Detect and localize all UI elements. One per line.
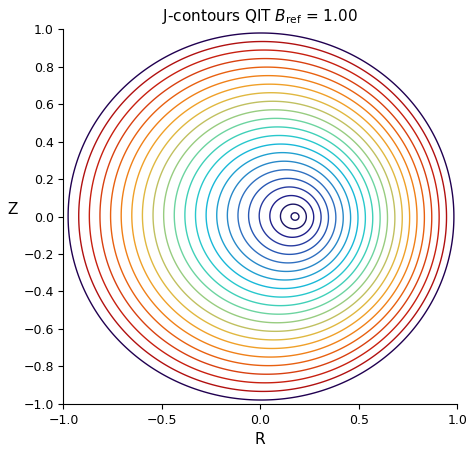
Title: J-contours QIT $B_\mathregular{ref}$ = 1.00: J-contours QIT $B_\mathregular{ref}$ = 1…: [163, 7, 358, 26]
Y-axis label: Z: Z: [7, 202, 18, 217]
X-axis label: R: R: [255, 432, 265, 447]
